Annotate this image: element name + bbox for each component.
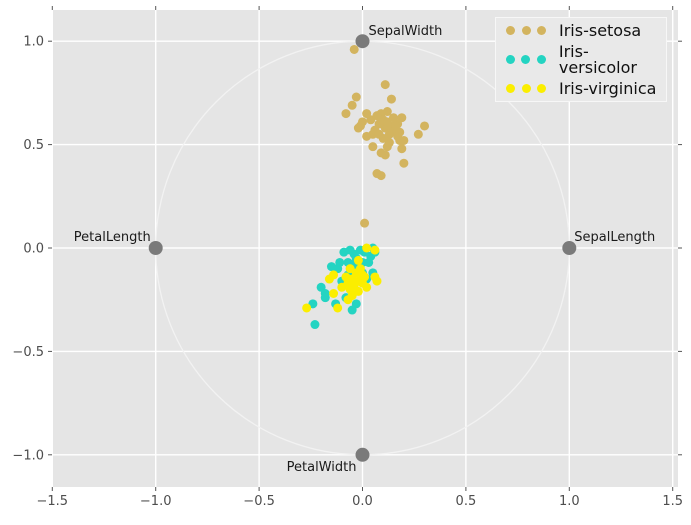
scatter-point-iris-setosa: [393, 131, 403, 141]
legend-item-virginica: Iris-virginica: [506, 78, 666, 98]
scatter-point-iris-virginica: [347, 291, 357, 301]
scatter-point-iris-setosa: [341, 109, 351, 119]
scatter-point-iris-virginica: [362, 243, 372, 253]
scatter-point-iris-virginica: [329, 288, 339, 298]
anchor-label-sepallength: SepalLength: [574, 230, 655, 245]
scatter-point-iris-setosa: [382, 142, 392, 152]
scatter-point-iris-virginica: [324, 274, 334, 284]
scatter-point-iris-virginica: [333, 303, 343, 313]
y-tick-label: −0.5: [12, 345, 44, 360]
scatter-point-iris-setosa: [351, 92, 361, 102]
legend: Iris-setosa Iris-versicolor Iris-virgini…: [495, 17, 667, 102]
x-tick-label: −0.5: [243, 494, 275, 509]
x-tick-label: 1.5: [662, 494, 683, 509]
scatter-point-iris-setosa: [347, 100, 357, 110]
y-tick-label: −1.0: [12, 448, 44, 463]
legend-label-virginica: Iris-virginica: [559, 78, 657, 98]
scatter-point-iris-virginica: [358, 270, 367, 280]
legend-label-versicolor: Iris-versicolor: [558, 41, 637, 77]
scatter-point-iris-virginica: [341, 272, 351, 282]
scatter-point-iris-setosa: [372, 111, 382, 121]
scatter-point-iris-setosa: [376, 171, 386, 181]
legend-marker-setosa-icon: [506, 26, 546, 35]
scatter-point-iris-setosa: [386, 94, 396, 104]
scatter-point-iris-setosa: [360, 218, 370, 228]
scatter-point-iris-setosa: [380, 80, 390, 90]
y-tick-label: 0.0: [23, 242, 44, 257]
scatter-point-iris-virginica: [370, 245, 380, 255]
scatter-point-iris-setosa: [399, 158, 409, 168]
scatter-point-iris-setosa: [413, 129, 423, 139]
anchor-point-petallength: [148, 241, 163, 255]
scatter-point-iris-versicolor: [320, 293, 330, 303]
scatter-point-iris-setosa: [391, 121, 401, 131]
anchor-point-sepallength: [562, 241, 577, 255]
scatter-point-iris-setosa: [362, 131, 372, 141]
scatter-point-iris-virginica: [337, 282, 347, 292]
scatter-point-iris-versicolor: [364, 257, 374, 267]
x-tick-label: 0.5: [456, 494, 477, 509]
scatter-point-iris-virginica: [353, 255, 363, 265]
scatter-point-iris-virginica: [370, 272, 380, 282]
scatter-point-iris-setosa: [420, 121, 430, 131]
anchor-point-sepalwidth: [355, 34, 370, 49]
scatter-point-iris-virginica: [349, 280, 359, 290]
scatter-point-iris-virginica: [362, 282, 372, 292]
scatter-point-iris-versicolor: [310, 320, 320, 330]
scatter-point-iris-setosa: [374, 129, 384, 139]
anchor-point-petalwidth: [355, 447, 370, 462]
x-tick-label: −1.5: [37, 494, 69, 509]
scatter-point-iris-virginica: [302, 303, 312, 313]
legend-marker-virginica-icon: [506, 84, 546, 93]
y-tick-label: 0.5: [23, 138, 44, 153]
scatter-point-iris-setosa: [353, 123, 363, 133]
legend-item-setosa: Iris-setosa: [506, 20, 666, 40]
legend-label-setosa: Iris-setosa: [559, 20, 642, 40]
x-tick-label: 1.0: [559, 494, 580, 509]
x-tick-label: −1.0: [140, 494, 172, 509]
legend-marker-versicolor-icon: [506, 55, 546, 64]
y-tick-label: 1.0: [23, 35, 44, 50]
scatter-point-iris-setosa: [397, 144, 407, 154]
x-tick-label: 0.0: [352, 494, 373, 509]
scatter-point-iris-setosa: [349, 44, 359, 54]
anchor-label-sepalwidth: SepalWidth: [369, 24, 443, 39]
scatter-point-iris-setosa: [380, 150, 390, 160]
scatter-point-iris-versicolor: [347, 305, 357, 315]
scatter-point-iris-setosa: [368, 142, 378, 152]
anchor-label-petallength: PetalLength: [74, 230, 151, 245]
legend-item-versicolor: Iris-versicolor: [506, 41, 666, 77]
scatter-point-iris-setosa: [382, 117, 392, 127]
anchor-label-petalwidth: PetalWidth: [287, 460, 357, 475]
scatter-point-iris-setosa: [382, 107, 392, 117]
